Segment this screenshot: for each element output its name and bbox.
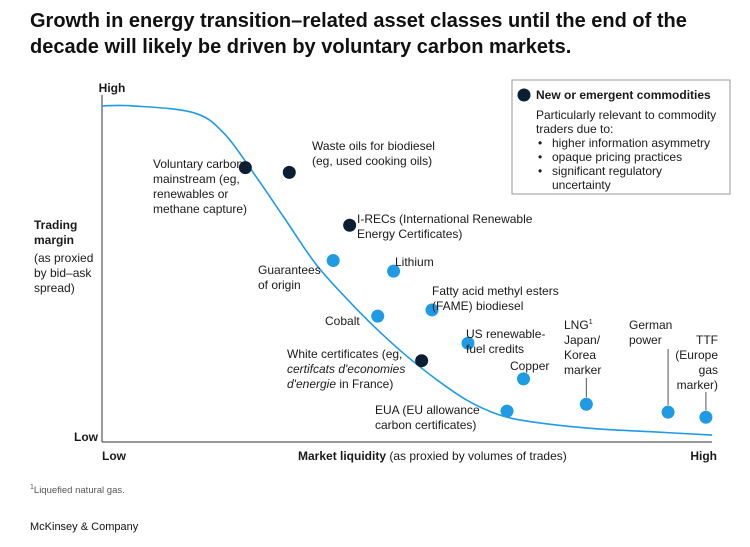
footnote-marker: 1 bbox=[30, 484, 34, 491]
point-new-commodity bbox=[343, 218, 357, 232]
title-line-1: Growth in energy transition–related asse… bbox=[30, 10, 687, 32]
legend-bullet-text: uncertainty bbox=[552, 178, 611, 192]
legend-intro-line: Particularly relevant to commodity bbox=[536, 108, 716, 122]
point-label-line: Voluntary carbon bbox=[153, 157, 243, 171]
point-established-commodity bbox=[387, 264, 401, 278]
point-label-line: renewables or bbox=[153, 187, 228, 201]
point-label-line: I-RECs (International Renewable bbox=[357, 212, 533, 226]
y-low-label: Low bbox=[74, 430, 99, 444]
point-established-commodity bbox=[326, 254, 340, 268]
point-label-line: mainstream (eg, bbox=[153, 172, 240, 186]
point-label-line: EUA (EU allowance bbox=[375, 403, 480, 417]
point-established-commodity bbox=[699, 410, 713, 424]
x-axis-title: Market liquidity (as proxied by volumes … bbox=[298, 449, 567, 463]
title-line-2: decade will likely be driven by voluntar… bbox=[30, 36, 572, 58]
point-label-line: German bbox=[629, 318, 672, 332]
point-label-line: Copper bbox=[510, 359, 549, 373]
point-label-line: Lithium bbox=[395, 255, 434, 269]
point-label-line: methane capture) bbox=[153, 202, 247, 216]
source: McKinsey & Company bbox=[30, 521, 139, 533]
trend-curve bbox=[101, 104, 713, 436]
data-points bbox=[238, 161, 713, 424]
legend-intro-line: traders due to: bbox=[536, 122, 613, 136]
point-established-commodity bbox=[425, 303, 439, 317]
axes bbox=[101, 95, 712, 443]
y-axis-subtitle-line: (as proxied bbox=[34, 251, 93, 265]
point-label-line: White certificates (eg, bbox=[287, 347, 402, 361]
point-label-line: US renewable- bbox=[466, 327, 545, 341]
legend-bullet-icon: • bbox=[538, 164, 542, 178]
x-low-label: Low bbox=[102, 449, 127, 463]
x-high-label: High bbox=[690, 449, 717, 463]
point-new-commodity bbox=[415, 354, 429, 368]
point-label-line: marker) bbox=[677, 378, 718, 392]
legend: New or emergent commodities Particularly … bbox=[511, 79, 731, 195]
point-label-line: Energy Certificates) bbox=[357, 227, 462, 241]
legend-title: New or emergent commodities bbox=[536, 88, 711, 102]
point-label-line: carbon certificates) bbox=[375, 418, 476, 432]
point-label-line: Waste oils for biodiesel bbox=[312, 139, 435, 153]
legend-bullet-text: higher information asymmetry bbox=[552, 136, 710, 150]
point-label-line: power bbox=[629, 333, 662, 347]
legend-marker bbox=[517, 88, 531, 102]
point-label-line: fuel credits bbox=[466, 342, 524, 356]
legend-bullet-text: significant regulatory bbox=[552, 164, 662, 178]
point-label-line: certifcats d'economies bbox=[287, 362, 405, 376]
y-axis-subtitle-line: by bid–ask bbox=[34, 266, 92, 280]
point-label-line: (FAME) biodiesel bbox=[432, 299, 523, 313]
legend-bullet-icon: • bbox=[538, 150, 542, 164]
footnote-text: Liquefied natural gas. bbox=[33, 485, 125, 497]
point-label-line: marker bbox=[564, 363, 601, 377]
point-new-commodity bbox=[282, 165, 296, 179]
legend-bullet-text: opaque pricing practices bbox=[552, 150, 682, 164]
point-label-line: Japan/ bbox=[564, 333, 601, 347]
point-label-line: d'energie in France) bbox=[287, 377, 393, 391]
y-high-label: High bbox=[99, 81, 126, 95]
chart-title: Growth in energy transition–related asse… bbox=[30, 8, 730, 60]
point-label-line: (Europe bbox=[675, 348, 718, 362]
point-label-line: Korea bbox=[564, 348, 596, 362]
footnote: 1Liquefied natural gas. bbox=[30, 484, 125, 496]
point-established-commodity bbox=[661, 405, 675, 419]
y-axis-title: Trading bbox=[34, 218, 77, 232]
point-established-commodity bbox=[517, 372, 531, 386]
point-established-commodity bbox=[579, 397, 593, 411]
point-established-commodity bbox=[500, 404, 514, 418]
point-established-commodity bbox=[461, 336, 475, 350]
y-axis-title-line-2: margin bbox=[34, 233, 74, 247]
point-label-line: Guarantees bbox=[258, 263, 321, 277]
point-label-line: of origin bbox=[258, 278, 301, 292]
point-label-line: gas bbox=[699, 363, 718, 377]
legend-box bbox=[511, 79, 731, 195]
point-label-line: (eg, used cooking oils) bbox=[312, 154, 432, 168]
point-label-line: Fatty acid methyl esters bbox=[432, 284, 559, 298]
point-label-line: Cobalt bbox=[325, 314, 360, 328]
legend-bullet-icon: • bbox=[538, 136, 542, 150]
point-established-commodity bbox=[371, 309, 385, 323]
point-new-commodity bbox=[238, 161, 252, 175]
y-axis-subtitle-line: spread) bbox=[34, 281, 75, 295]
point-label-line: TTF bbox=[696, 333, 718, 347]
point-label-line: LNG1 bbox=[564, 318, 593, 332]
